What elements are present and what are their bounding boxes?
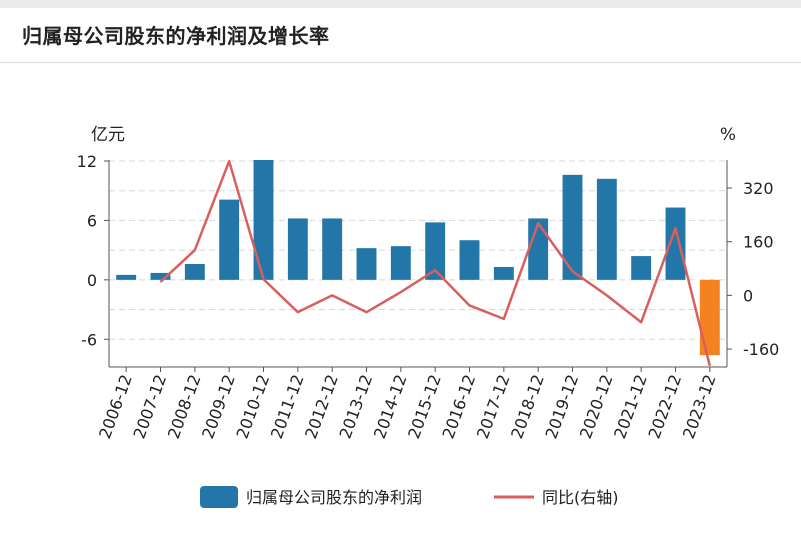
legend-bar-swatch[interactable] [200,486,238,508]
bar-2009-12 [219,199,240,280]
bar-2021-12 [631,256,652,280]
x-tick-label: 2021-12 [610,372,651,441]
bar-2023-12 [699,279,720,356]
x-tick-label: 2010-12 [233,372,274,441]
x-tick-label: 2020-12 [576,372,617,441]
line-series [159,159,712,367]
left-axis-ticks: 12 6 0 -6 [77,152,109,349]
right-tick-label: -160 [743,340,779,359]
x-axis-ticks: 2006-122007-122008-122009-122010-122011-… [95,367,720,441]
right-tick-label: 320 [743,179,774,198]
legend: 归属母公司股东的净利润 同比(右轴) [200,486,619,508]
x-tick-label: 2015-12 [404,372,445,441]
left-tick-label: 6 [87,211,97,230]
chart-header: 归属母公司股东的净利润及增长率 [0,8,801,63]
bar-2008-12 [184,263,205,280]
right-tick-label: 0 [743,286,753,305]
top-strip [0,0,801,8]
x-tick-label: 2019-12 [542,372,583,441]
legend-line-label[interactable]: 同比(右轴) [542,488,619,507]
chart-title: 归属母公司股东的净利润及增长率 [22,24,330,48]
x-tick-label: 2013-12 [336,372,377,441]
x-tick-label: 2014-12 [370,372,411,441]
bar-2013-12 [356,248,377,280]
right-tick-label: 160 [743,233,774,252]
axes [108,160,728,368]
bar-2020-12 [596,178,617,280]
x-tick-label: 2018-12 [507,372,548,441]
x-tick-label: 2011-12 [267,372,308,441]
bar-2019-12 [562,174,583,280]
bar-series [116,160,720,356]
bar-2007-12 [150,272,171,280]
left-tick-label: -6 [81,330,97,349]
x-tick-label: 2016-12 [439,372,480,441]
gridlines [109,160,727,340]
bar-2015-12 [425,222,446,280]
legend-bar-label[interactable]: 归属母公司股东的净利润 [246,488,422,507]
x-tick-label: 2009-12 [198,372,239,441]
x-tick-label: 2007-12 [130,372,171,441]
bar-2016-12 [459,240,480,280]
x-tick-label: 2006-12 [95,372,136,441]
x-tick-label: 2012-12 [301,372,342,441]
left-axis-unit: 亿元 [91,125,125,145]
growth-line [159,159,712,367]
bar-2014-12 [390,246,411,280]
bar-2012-12 [322,218,343,280]
left-tick-label: 12 [77,152,97,171]
bar-2017-12 [493,266,514,280]
x-tick-label: 2017-12 [473,372,514,441]
left-tick-label: 0 [87,271,97,290]
right-axis-ticks: 320 160 0 -160 [727,179,779,359]
bar-2011-12 [287,218,308,280]
x-tick-label: 2023-12 [679,372,720,441]
bar-2018-12 [528,218,549,280]
right-axis-unit: % [720,125,736,145]
x-tick-label: 2008-12 [164,372,205,441]
bar-2006-12 [116,274,137,280]
bar-2010-12 [253,160,274,280]
bar-2022-12 [665,207,686,280]
x-tick-label: 2022-12 [645,372,686,441]
